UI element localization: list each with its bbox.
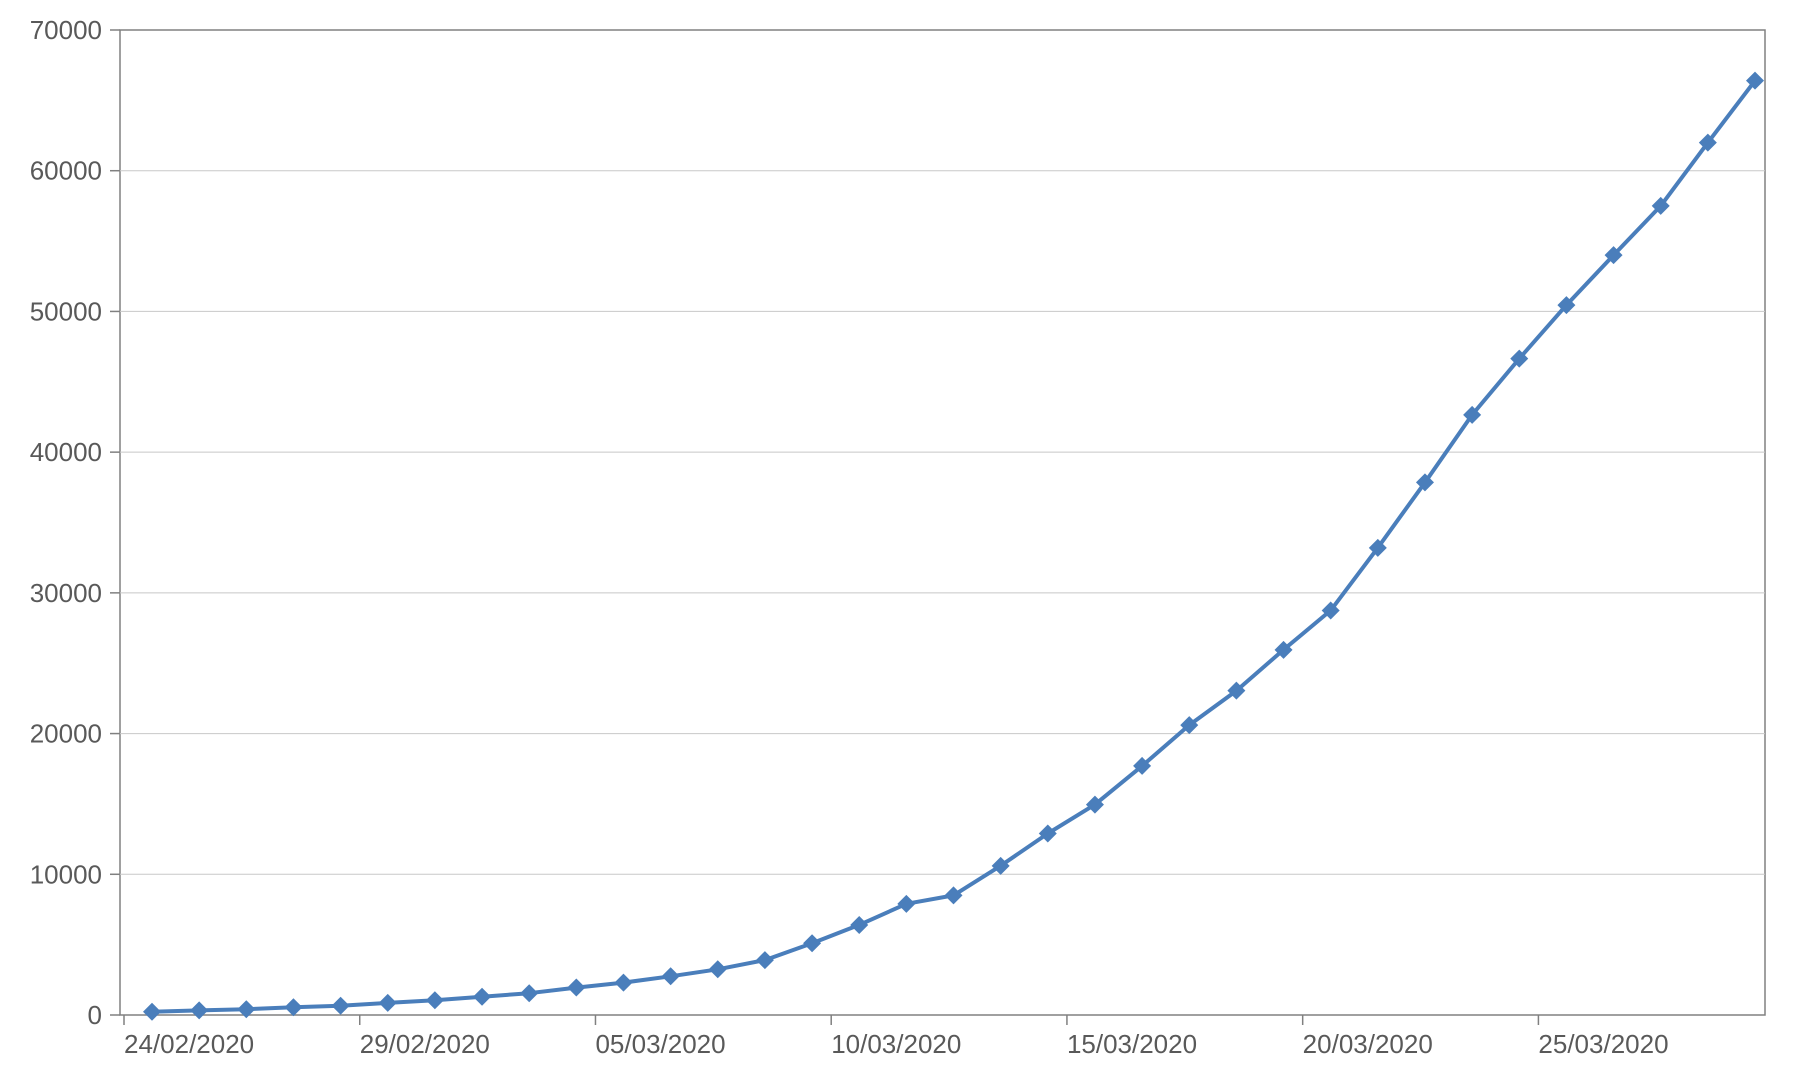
data-marker	[614, 974, 632, 992]
data-marker	[426, 991, 444, 1009]
data-marker	[473, 988, 491, 1006]
ytick-label: 30000	[30, 578, 102, 608]
data-marker	[756, 951, 774, 969]
line-chart: 0 10000 20000 30000 40000 50000 60000 70000 24/0…	[0, 0, 1806, 1084]
data-marker	[803, 934, 821, 952]
data-marker	[379, 994, 397, 1012]
data-marker	[143, 1003, 161, 1021]
ytick-label: 40000	[30, 437, 102, 467]
data-marker	[567, 979, 585, 997]
xtick-label: 05/03/2020	[595, 1029, 725, 1059]
data-marker	[897, 895, 915, 913]
data-marker	[284, 998, 302, 1016]
xtick-label: 10/03/2020	[831, 1029, 961, 1059]
plot-border	[120, 30, 1765, 1015]
ytick-label: 50000	[30, 296, 102, 326]
ytick-label: 0	[88, 1000, 102, 1030]
data-marker	[662, 967, 680, 985]
data-marker	[709, 960, 727, 978]
xtick-label: 20/03/2020	[1303, 1029, 1433, 1059]
xtick-label: 24/02/2020	[124, 1029, 254, 1059]
data-marker	[190, 1001, 208, 1019]
ytick-label: 70000	[30, 15, 102, 45]
chart-svg: 0 10000 20000 30000 40000 50000 60000 70000 24/0…	[0, 0, 1806, 1084]
xtick-label: 29/02/2020	[360, 1029, 490, 1059]
xtick-label: 15/03/2020	[1067, 1029, 1197, 1059]
ytick-label: 10000	[30, 859, 102, 889]
data-line	[152, 81, 1755, 1012]
data-marker	[332, 997, 350, 1015]
data-marker	[850, 916, 868, 934]
data-marker	[520, 984, 538, 1002]
ytick-label: 20000	[30, 719, 102, 749]
ytick-label: 60000	[30, 156, 102, 186]
xtick-label: 25/03/2020	[1538, 1029, 1668, 1059]
